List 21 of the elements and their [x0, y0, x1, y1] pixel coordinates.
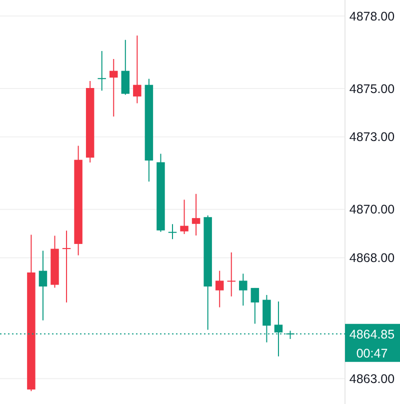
candlestick: [215, 270, 224, 308]
candlestick: [62, 230, 71, 303]
candlestick: [121, 39, 130, 96]
candlestick: [38, 250, 48, 321]
y-tick-label: 4870.00: [349, 202, 395, 217]
y-tick-label: 4863.00: [349, 372, 395, 386]
candlestick: [192, 193, 200, 236]
y-tick-label: 4868.00: [349, 251, 395, 266]
ref-line-label: 4864.85: [349, 327, 395, 342]
candlestick: [133, 35, 142, 104]
y-tick-label: 4875.00: [349, 82, 395, 96]
candlestick: [168, 224, 177, 240]
candlestick: [239, 273, 248, 306]
text: 00:47: [356, 346, 388, 360]
candlestick: [227, 252, 236, 297]
candlestick: [98, 50, 106, 92]
candlestick: [110, 58, 118, 118]
y-tick-label: 4878.00: [349, 9, 395, 24]
y-tick-label: 4873.00: [349, 130, 395, 144]
candlestick: [250, 287, 260, 324]
candlestick: [180, 199, 188, 235]
